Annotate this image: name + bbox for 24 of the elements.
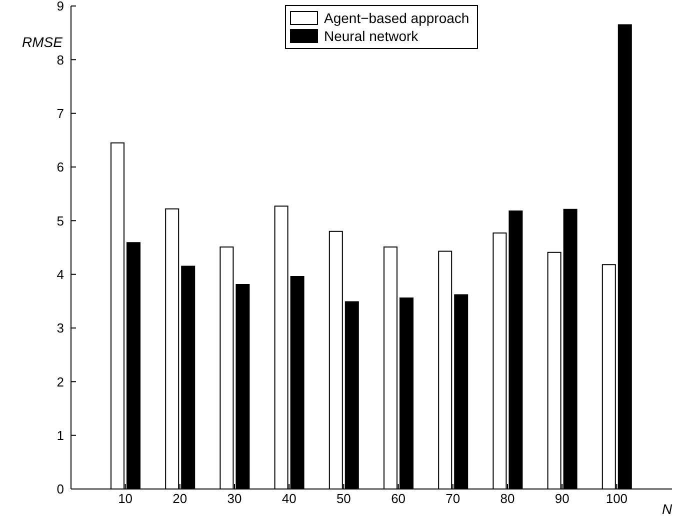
y-tick-label: 7 xyxy=(56,106,64,121)
legend-label: Neural network xyxy=(324,27,418,45)
x-tick-label: 20 xyxy=(172,491,188,506)
x-tick-label: 40 xyxy=(282,491,296,506)
x-tick-label: 100 xyxy=(606,491,628,506)
x-tick-label: 10 xyxy=(118,491,133,506)
x-tick-label: 70 xyxy=(446,491,460,506)
x-tick-label: 60 xyxy=(391,491,406,506)
y-tick-label: 8 xyxy=(56,52,64,68)
x-tick-label: 50 xyxy=(336,491,351,506)
y-tick-label: 1 xyxy=(56,428,64,443)
x-axis-title: N xyxy=(662,501,672,517)
x-tick-label: 80 xyxy=(500,491,515,506)
y-tick-label: 4 xyxy=(56,266,64,282)
y-tick-label: 2 xyxy=(56,374,64,390)
legend-label: Agent−based approach xyxy=(324,9,470,27)
y-tick-label: 3 xyxy=(56,320,64,336)
y-tick-label: 6 xyxy=(56,160,64,175)
x-tick-label: 30 xyxy=(227,491,242,506)
y-axis-title: RMSE xyxy=(22,34,62,50)
y-tick-label: 9 xyxy=(56,0,64,14)
x-tick-label: 90 xyxy=(554,491,570,506)
y-tick-label: 0 xyxy=(56,482,64,497)
y-tick-label: 5 xyxy=(56,213,64,228)
